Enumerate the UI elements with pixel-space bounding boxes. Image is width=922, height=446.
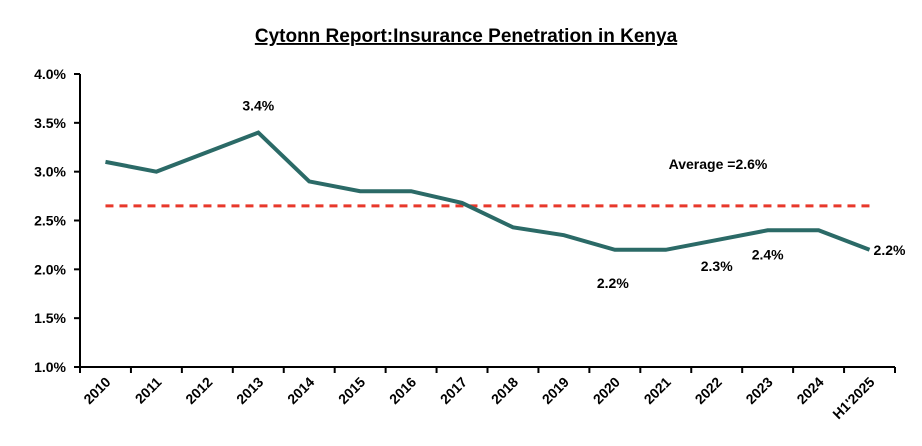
y-tick-label: 1.5% <box>34 310 66 326</box>
x-tick-label: 2012 <box>182 374 215 407</box>
data-label: 2.2% <box>597 275 629 291</box>
x-tick-label: 2017 <box>437 374 470 407</box>
y-tick-label: 2.5% <box>34 213 66 229</box>
data-label: 2.3% <box>701 258 733 274</box>
x-tick-label: 2018 <box>488 374 521 407</box>
x-tick-label: 2022 <box>691 374 724 407</box>
average-layer: Average =2.6% <box>105 156 870 208</box>
x-tick-label: 2016 <box>386 374 419 407</box>
y-tick-label: 3.5% <box>34 115 66 131</box>
x-tick-label: 2020 <box>590 374 623 407</box>
x-tick-label: H1'2025 <box>829 374 877 422</box>
x-tick-label: 2014 <box>284 374 317 407</box>
x-axis: 2010 2011 2012 2013 2014 2015 2016 2017 2018 2019… <box>79 366 896 422</box>
y-tick-label: 1.0% <box>34 359 66 375</box>
x-tick-label: 2015 <box>335 374 368 407</box>
x-tick-label: 2019 <box>539 374 572 407</box>
x-tick-label: 2010 <box>80 374 113 407</box>
data-label: 3.4% <box>242 98 274 114</box>
data-label: 2.4% <box>752 246 784 262</box>
x-tick-label: 2023 <box>742 374 775 407</box>
y-axis: 1.0% 1.5% 2.0% 2.5% 3.0% 3.5% 4.0% <box>34 66 81 375</box>
x-tick-label: 2011 <box>132 374 165 407</box>
y-tick-label: 4.0% <box>34 66 66 82</box>
x-tick-label: 2013 <box>233 374 266 407</box>
y-tick-label: 2.0% <box>34 261 66 277</box>
chart-title: Cytonn Report:Insurance Penetration in K… <box>255 26 678 47</box>
average-label: Average =2.6% <box>669 156 768 172</box>
y-tick-label: 3.0% <box>34 164 66 180</box>
data-labels: 3.4% 2.2% 2.3% 2.4% 2.2% <box>242 98 906 291</box>
x-tick-label: 2021 <box>641 374 674 407</box>
series-layer <box>105 130 871 252</box>
series-line <box>105 130 871 252</box>
x-tick-label: 2024 <box>793 374 826 407</box>
data-label: 2.2% <box>874 242 906 258</box>
